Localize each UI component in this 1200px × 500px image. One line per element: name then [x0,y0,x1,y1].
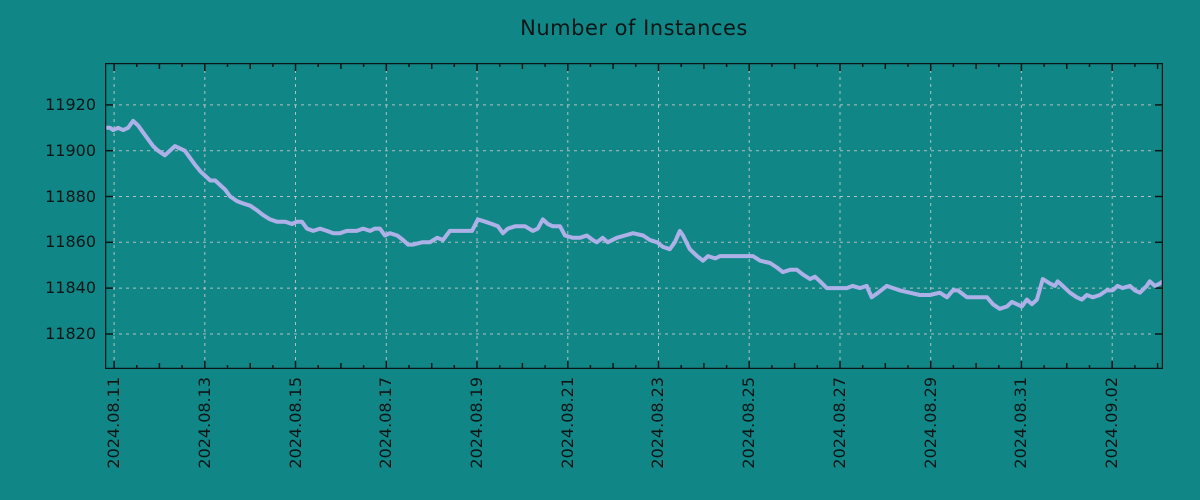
x-tick-label: 2024.08.29 [921,377,940,469]
data-line [105,118,1163,311]
x-tick-label: 2024.08.21 [558,377,577,469]
plot-area [105,63,1163,369]
x-tick-label: 2024.08.17 [376,377,395,469]
y-tick-label: 11920 [45,95,96,114]
x-tick-label: 2024.08.19 [467,377,486,469]
x-tick-label: 2024.08.15 [286,377,305,469]
y-tick-label: 11860 [45,232,96,251]
x-tick-label: 2024.08.31 [1011,377,1030,469]
y-tick-label: 11900 [45,141,96,160]
y-tick-label: 11880 [45,187,96,206]
x-tick-label: 2024.08.23 [648,377,667,469]
x-tick-label: 2024.08.25 [739,377,758,469]
x-tick-label: 2024.09.02 [1102,377,1121,469]
x-tick-label: 2024.08.11 [104,377,123,469]
y-tick-label: 11820 [45,324,96,343]
plot-border [105,63,1163,369]
y-tick-label: 11840 [45,278,96,297]
x-tick-label: 2024.08.27 [830,377,849,469]
chart-title: Number of Instances [520,16,748,40]
x-tick-label: 2024.08.13 [195,377,214,469]
